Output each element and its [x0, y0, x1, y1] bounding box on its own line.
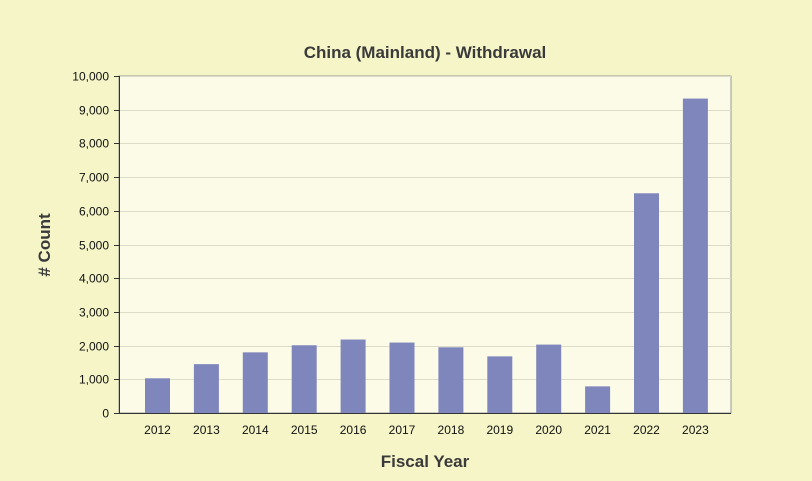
- bar-2014: [242, 352, 268, 413]
- bar-2019: [487, 356, 513, 413]
- x-tick-label: 2013: [193, 423, 220, 437]
- x-tick-label: 2015: [291, 423, 318, 437]
- y-tick-label: 7,000: [79, 171, 109, 185]
- y-axis-title: # Count: [35, 213, 54, 277]
- x-tick-label: 2017: [389, 423, 416, 437]
- bar-2012: [145, 378, 170, 413]
- y-tick-label: 1,000: [79, 373, 109, 387]
- gridlines: [119, 76, 731, 380]
- y-tick-label: 8,000: [79, 137, 109, 151]
- y-tick-label: 10,000: [72, 70, 109, 84]
- bar-2022: [634, 193, 659, 413]
- bar-2013: [193, 364, 219, 413]
- bar-2018: [438, 347, 464, 413]
- bar-2015: [291, 345, 317, 413]
- x-tick-label: 2012: [144, 423, 171, 437]
- axes: [114, 76, 731, 414]
- bar-2021: [585, 386, 611, 413]
- y-tick-label: 4,000: [79, 272, 109, 286]
- y-tick-label: 3,000: [79, 306, 109, 320]
- x-tick-label: 2014: [242, 423, 269, 437]
- y-tick-label: 9,000: [79, 104, 109, 118]
- x-tick-label: 2022: [633, 423, 660, 437]
- bar-2016: [340, 339, 366, 413]
- y-tick-labels: 0 1,000 2,000 3,000 4,000 5,000 6,000 7,000 8,00…: [72, 70, 109, 421]
- y-tick-label: 0: [102, 407, 109, 421]
- y-tick-label: 2,000: [79, 340, 109, 354]
- y-tick-label: 5,000: [79, 239, 109, 253]
- x-axis-title: Fiscal Year: [381, 452, 470, 471]
- x-tick-label: 2019: [486, 423, 513, 437]
- x-tick-label: 2016: [340, 423, 367, 437]
- bar-2023: [682, 98, 708, 413]
- x-tick-label: 2018: [438, 423, 465, 437]
- bar-2017: [389, 342, 415, 413]
- chart-title: China (Mainland) - Withdrawal: [304, 43, 547, 62]
- x-tick-label: 2023: [682, 423, 709, 437]
- x-tick-label: 2020: [535, 423, 562, 437]
- bars: [145, 98, 708, 413]
- x-tick-label: 2021: [584, 423, 611, 437]
- x-tick-labels: 2012 2013 2014 2015 2016 2017 2018 2019 2020 2021…: [144, 423, 709, 437]
- y-tick-label: 6,000: [79, 205, 109, 219]
- bar-2020: [536, 344, 562, 413]
- plot-area: [118, 75, 732, 414]
